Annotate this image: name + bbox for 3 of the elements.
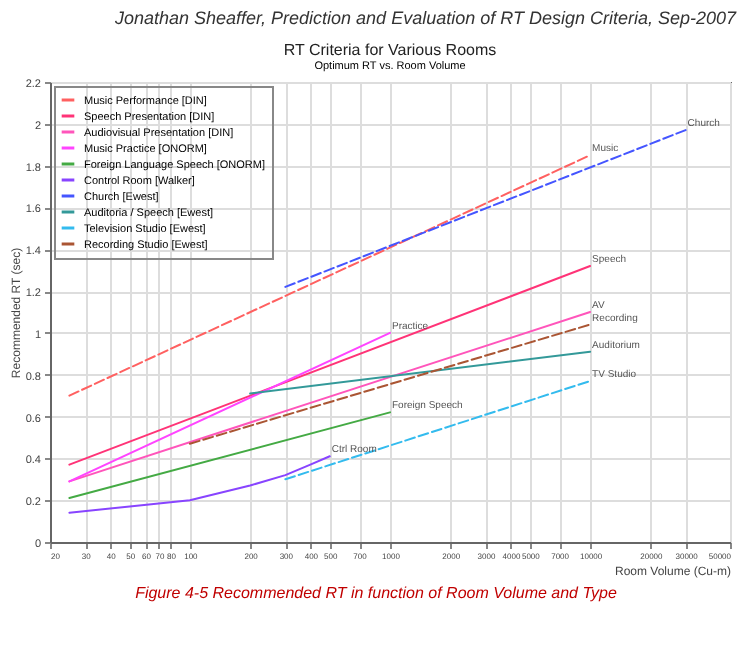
chart-title: RT Criteria for Various Rooms <box>283 41 497 59</box>
text: Jonathan Sheaffer, Prediction and Evaluation of RT Design Criteria, Sep-2007 <box>112 6 739 32</box>
caption: Figure 4-5 Recommended RT in function of Room Volume and Type <box>133 584 619 602</box>
